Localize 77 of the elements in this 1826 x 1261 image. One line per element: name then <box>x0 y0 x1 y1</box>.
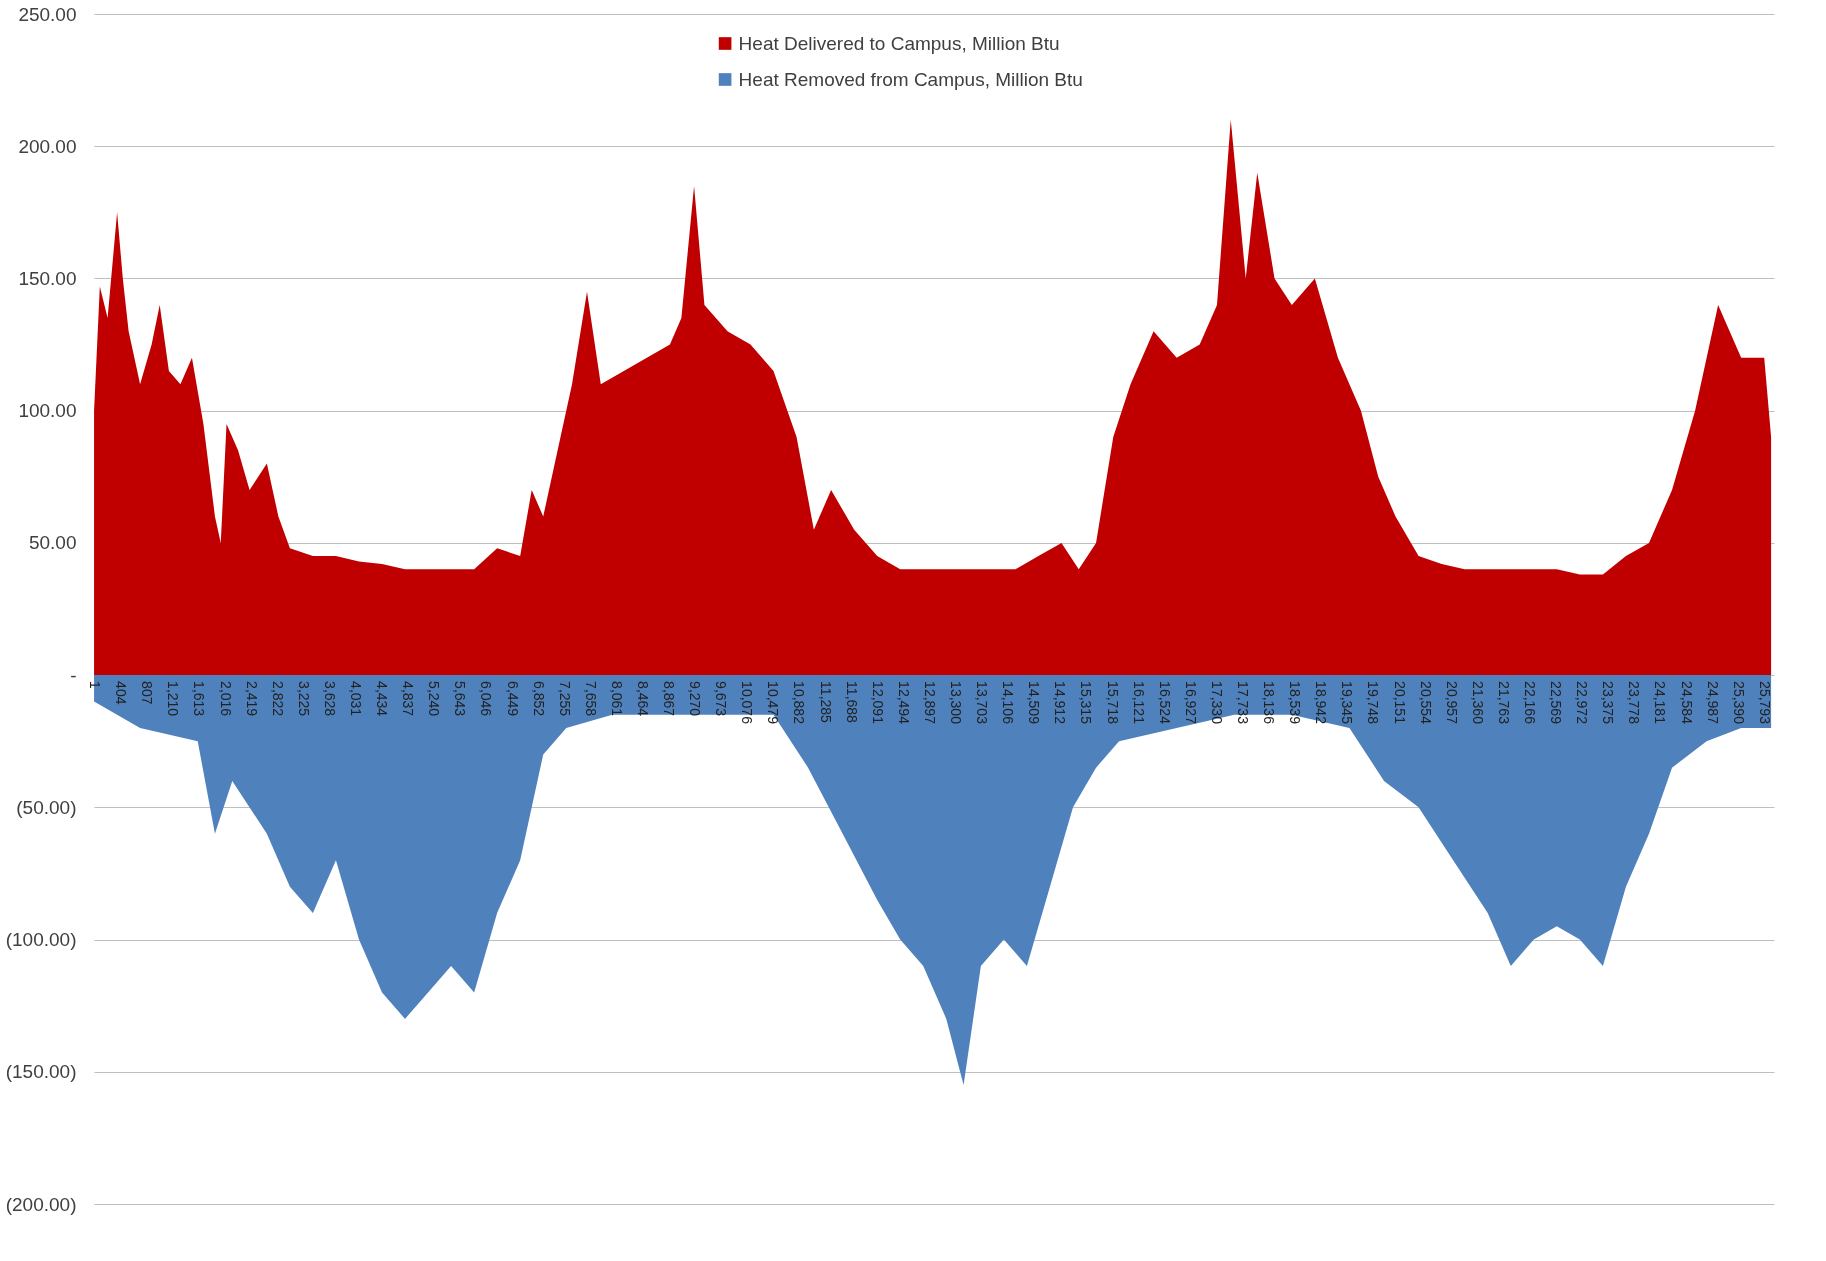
x-tick-label: 19,345 <box>1339 681 1356 725</box>
x-tick-label: 16,524 <box>1156 681 1173 725</box>
x-tick-label: 2,822 <box>269 681 286 717</box>
y-tick-label: 50.00 <box>28 532 77 554</box>
x-tick-label: 14,106 <box>1000 681 1017 725</box>
x-tick-label: 23,778 <box>1626 681 1643 725</box>
x-tick-label: 8,061 <box>608 681 625 717</box>
x-tick-label: 22,972 <box>1574 681 1591 725</box>
y-tick-label: - <box>70 664 77 686</box>
x-tick-label: 25,390 <box>1730 681 1747 725</box>
x-tick-label: 18,942 <box>1313 681 1330 725</box>
x-tick-label: 13,703 <box>974 681 991 725</box>
x-tick-label: 14,912 <box>1052 681 1069 725</box>
x-tick-label: 7,255 <box>556 681 573 717</box>
x-tick-label: 12,494 <box>895 681 912 725</box>
x-tick-label: 12,091 <box>869 681 886 725</box>
x-tick-label: 1,210 <box>165 681 182 717</box>
x-tick-label: 10,882 <box>791 681 808 725</box>
x-tick-label: 10,479 <box>765 681 782 725</box>
x-tick-label: 6,852 <box>530 681 547 717</box>
x-tick-label: 5,643 <box>452 681 469 717</box>
x-tick-label: 22,166 <box>1522 681 1539 725</box>
x-tick-label: 20,957 <box>1443 681 1460 725</box>
x-tick-label: 18,136 <box>1261 681 1278 725</box>
y-tick-label: (150.00) <box>5 1061 77 1083</box>
x-tick-label: 20,151 <box>1391 681 1408 725</box>
x-tick-label: 6,449 <box>504 681 521 717</box>
x-tick-label: 4,837 <box>400 681 417 717</box>
x-tick-label: 24,584 <box>1678 681 1695 725</box>
x-tick-label: 21,360 <box>1469 681 1486 725</box>
x-tick-label: 13,300 <box>948 681 965 725</box>
x-tick-label: 23,375 <box>1600 681 1617 725</box>
x-tick-label: 9,270 <box>687 681 704 717</box>
legend-label: Heat Removed from Campus, Million Btu <box>738 68 1083 90</box>
x-tick-label: 10,076 <box>739 681 756 725</box>
y-tick-label: (200.00) <box>5 1193 77 1215</box>
x-tick-label: 1,613 <box>191 681 208 717</box>
x-tick-label: 404 <box>113 681 130 705</box>
x-tick-label: 17,330 <box>1208 681 1225 725</box>
x-tick-label: 17,733 <box>1235 681 1252 725</box>
legend-label: Heat Delivered to Campus, Million Btu <box>738 32 1060 54</box>
x-tick-label: 18,539 <box>1287 681 1304 725</box>
x-tick-label: 11,285 <box>817 681 834 724</box>
x-tick-label: 2,016 <box>217 681 234 717</box>
x-tick-label: 3,628 <box>321 681 338 717</box>
x-tick-label: 5,240 <box>426 681 443 717</box>
y-tick-label: 100.00 <box>18 400 77 422</box>
y-tick-label: (100.00) <box>5 929 77 951</box>
x-tick-label: 4,434 <box>374 681 391 717</box>
x-tick-label: 20,554 <box>1417 681 1434 725</box>
x-tick-label: 3,225 <box>295 681 312 717</box>
x-tick-label: 15,718 <box>1104 681 1121 725</box>
x-tick-label: 15,315 <box>1078 681 1095 725</box>
y-tick-label: 150.00 <box>18 267 77 289</box>
x-tick-label: 2,419 <box>243 681 260 717</box>
x-tick-label: 12,897 <box>921 681 938 725</box>
x-tick-label: 8,867 <box>661 681 678 717</box>
y-tick-label: 250.00 <box>18 3 77 25</box>
x-tick-label: 24,987 <box>1704 681 1721 725</box>
y-tick-label: (50.00) <box>16 796 77 818</box>
x-tick-label: 16,927 <box>1182 681 1199 725</box>
x-tick-label: 7,658 <box>582 681 599 717</box>
x-tick-label: 19,748 <box>1365 681 1382 725</box>
x-tick-label: 9,673 <box>713 681 730 717</box>
x-tick-label: 1 <box>87 681 104 690</box>
x-tick-label: 6,046 <box>478 681 495 717</box>
x-tick-label: 11,688 <box>843 681 860 724</box>
x-tick-label: 25,793 <box>1756 681 1773 725</box>
x-tick-label: 14,509 <box>1026 681 1043 725</box>
x-tick-label: 21,763 <box>1495 681 1512 725</box>
x-tick-label: 24,181 <box>1652 681 1669 725</box>
x-tick-label: 16,121 <box>1130 681 1147 725</box>
y-tick-label: 200.00 <box>18 135 77 157</box>
x-tick-label: 807 <box>139 681 156 705</box>
x-tick-label: 22,569 <box>1548 681 1565 725</box>
x-tick-label: 8,464 <box>634 681 651 717</box>
x-tick-label: 4,031 <box>347 681 364 717</box>
